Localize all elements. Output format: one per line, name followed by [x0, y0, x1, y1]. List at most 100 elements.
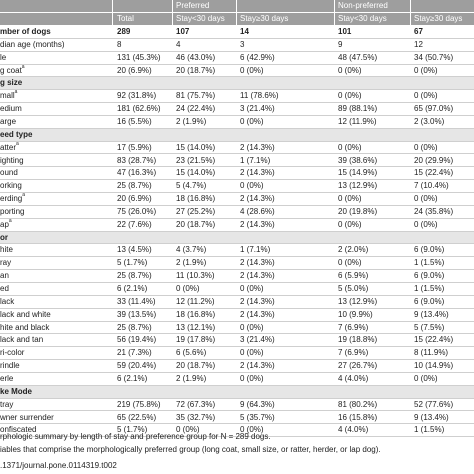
cell-value: 24 (35.8%) [414, 206, 454, 216]
cell-value: 20 (29.9%) [414, 155, 454, 165]
cell-value: 0 (0%) [240, 348, 264, 358]
cell-value: 0 (0%) [338, 194, 362, 204]
row-label-text: mall [0, 91, 15, 101]
divider [172, 0, 173, 25]
divider [410, 0, 411, 25]
column-header: Stay≥30 days [414, 14, 463, 23]
cell-value: 0 (0%) [240, 373, 264, 383]
row-label: porting [0, 206, 24, 219]
cell-value: 1 (1.5%) [414, 258, 445, 268]
data-row: hite 13 (4.5%) 4 (3.7%) 1 (7.1%) 2 (2.0%) 6 (… [0, 244, 474, 258]
row-label: ray [0, 257, 11, 270]
row-label: lack [0, 296, 14, 309]
cell-value: 0 (0%) [240, 284, 264, 293]
cell-value: 11 (78.6%) [240, 91, 279, 101]
footnote-mark: a [22, 192, 26, 199]
section-label: eed type [0, 129, 33, 139]
cell-value: 0 (0%) [414, 219, 438, 229]
cell-value: 19 (17.8%) [176, 335, 216, 345]
cell-value: 2 (14.3%) [240, 296, 275, 306]
cell-value: 12 (11.9%) [338, 116, 377, 126]
data-row: lack 33 (11.4%) 12 (11.2%) 2 (14.3%) 13 (12.… [0, 296, 474, 309]
row-label-text: ighting [0, 155, 24, 165]
row-label: wner surrender [0, 412, 54, 425]
cell-value: 3 [240, 39, 245, 49]
row-label-text: ap [0, 219, 9, 229]
cell-value: 27 (25.2%) [176, 206, 216, 216]
column-header: Stay<30 days [176, 14, 225, 23]
cell-value: 2 (14.3%) [240, 219, 275, 229]
caption: rphologic summary by length of stay and … [0, 432, 271, 441]
cell-value: 8 (11.9%) [414, 348, 449, 358]
section-label: ke Mode [0, 386, 33, 396]
cell-value: 59 (20.4%) [117, 361, 157, 371]
cell-value: 289 [117, 27, 131, 36]
row-label-text: mber of dogs [0, 27, 51, 36]
cell-value: 9 (64.3%) [240, 399, 275, 409]
footnote: iables that comprise the morphologically… [0, 445, 381, 454]
data-row: attera 17 (5.9%) 15 (14.0%) 2 (14.3%) 0 (0%)… [0, 141, 474, 155]
row-label-text: onfiscated [0, 425, 37, 435]
row-label: rindle [0, 360, 20, 373]
row-label: onfiscated [0, 424, 36, 437]
cell-value: 7 (6.9%) [338, 348, 369, 358]
row-label: tray [0, 399, 13, 412]
row-label: an [0, 270, 9, 283]
cell-value: 75 (26.0%) [117, 206, 157, 216]
cell-value: 27 (26.7%) [338, 361, 378, 371]
row-label-text: wner surrender [0, 412, 54, 422]
footnote-mark: a [8, 217, 12, 224]
row-label: ound [0, 167, 18, 180]
cell-value: 83 (28.7%) [117, 155, 157, 165]
cell-value: 5 (35.7%) [240, 412, 275, 422]
cell-value: 6 (9.0%) [414, 296, 445, 306]
cell-value: 6 (2.1%) [117, 284, 148, 293]
cell-value: 6 (5.9%) [338, 271, 369, 281]
cell-value: 0 (0%) [338, 258, 362, 268]
cell-value: 10 (9.9%) [338, 309, 373, 319]
data-row: mber of dogs 289 107 14 101 67 [0, 26, 474, 39]
row-label: attera [0, 141, 19, 155]
row-label-text: arge [0, 116, 17, 126]
data-row: porting 75 (26.0%) 27 (25.2%) 4 (28.6%) 20 (… [0, 206, 474, 219]
cell-value: 0 (0%) [414, 65, 438, 75]
cell-value: 4 (28.6%) [240, 206, 275, 216]
footnote-mark: a [14, 89, 18, 96]
cell-value: 25 (8.7%) [117, 322, 152, 332]
data-row: onfiscated 5 (1.7%) 0 (0%) 0 (0%) 4 (4.0%) 1 … [0, 424, 474, 438]
data-row: orking 25 (8.7%) 5 (4.7%) 0 (0%) 13 (12.9%) 7… [0, 180, 474, 194]
cell-value: 0 (0%) [338, 91, 362, 101]
data-row: apa 22 (7.6%) 20 (18.7%) 2 (14.3%) 0 (0%) 0 (… [0, 217, 474, 232]
cell-value: 2 (14.3%) [240, 194, 275, 204]
cell-value: 0 (0%) [240, 65, 264, 75]
row-label: ed [0, 283, 9, 296]
cell-value: 2 (14.3%) [240, 258, 275, 268]
cell-value: 2 (14.3%) [240, 361, 275, 371]
cell-value: 4 (3.7%) [176, 245, 207, 255]
cell-value: 25 (8.7%) [117, 181, 152, 191]
cell-value: 4 (4.0%) [338, 425, 369, 435]
section-row: ke Mode [0, 385, 474, 399]
divider [334, 0, 335, 25]
data-row: an 25 (8.7%) 11 (10.3%) 2 (14.3%) 6 (5.9%) 6 … [0, 270, 474, 283]
row-label: ighting [0, 155, 24, 168]
row-label-text: hite and black [0, 322, 50, 332]
cell-value: 25 (8.7%) [117, 271, 152, 281]
section-row: g size [0, 77, 474, 91]
cell-value: 1 (1.5%) [414, 425, 445, 435]
row-label-text: ed [0, 284, 9, 293]
cell-value: 0 (0%) [240, 425, 264, 435]
cell-value: 8 [117, 39, 122, 49]
row-label-text: rindle [0, 361, 20, 371]
row-label-text: erding [0, 194, 23, 204]
cell-value: 2 (1.9%) [176, 373, 207, 383]
row-label-text: ound [0, 168, 18, 178]
footnote-mark: a [21, 63, 25, 70]
cell-value: 17 (5.9%) [117, 142, 152, 152]
cell-value: 16 (5.5%) [117, 116, 152, 126]
cell-value: 6 (5.6%) [176, 348, 207, 358]
cell-value: 52 (77.6%) [414, 399, 454, 409]
row-label-text: lack and tan [0, 335, 44, 345]
data-row: lack and white 39 (13.5%) 18 (16.8%) 2 (14.… [0, 309, 474, 322]
